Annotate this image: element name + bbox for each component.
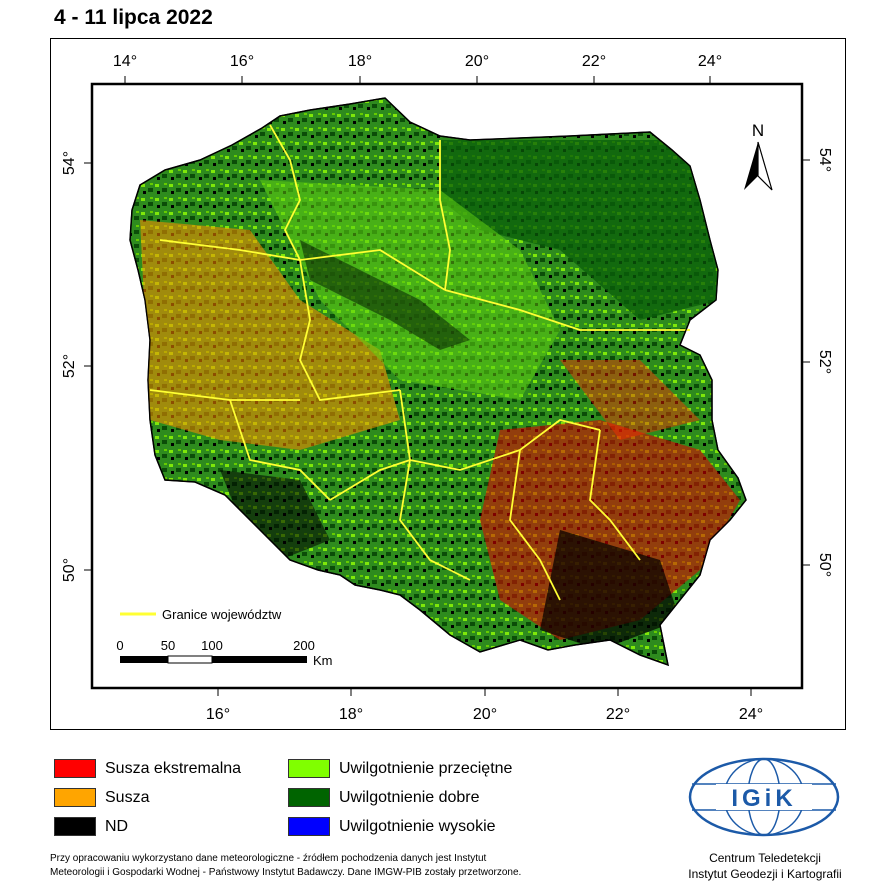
top-longitude-axis: 14° 16° 18° 20° 22° 24° bbox=[113, 53, 722, 84]
lubelskie-drought-patch bbox=[560, 360, 700, 440]
igik-logo: IGiK bbox=[688, 757, 840, 837]
left-latitude-axis: 54° 52° 50° bbox=[61, 151, 92, 582]
poland-outline bbox=[129, 97, 747, 666]
north-label: N bbox=[752, 121, 764, 140]
bottom-lon-label: 16° bbox=[206, 706, 230, 723]
legend-item-drought: Susza bbox=[54, 788, 149, 807]
legend-label: Uwilgotnienie przeciętne bbox=[339, 759, 513, 777]
bottom-lon-label: 24° bbox=[739, 706, 763, 723]
top-lon-label: 16° bbox=[230, 53, 254, 70]
top-lon-label: 24° bbox=[698, 53, 722, 70]
scale-tick: 50 bbox=[161, 638, 175, 653]
top-lon-label: 22° bbox=[582, 53, 606, 70]
bottom-lon-label: 18° bbox=[339, 706, 363, 723]
legend-swatch bbox=[288, 817, 330, 836]
top-lon-label: 20° bbox=[465, 53, 489, 70]
right-latitude-axis: 54° 52° 50° bbox=[802, 148, 833, 577]
legend-label: Uwilgotnienie wysokie bbox=[339, 817, 496, 835]
legend-item-average-moisture: Uwilgotnienie przeciętne bbox=[288, 759, 512, 778]
west-drought-region bbox=[140, 220, 400, 450]
scale-tick: 200 bbox=[293, 638, 315, 653]
bottom-lon-label: 22° bbox=[606, 706, 630, 723]
logo-text: IGiK bbox=[731, 785, 796, 812]
right-lat-label: 54° bbox=[816, 148, 833, 172]
boundary-legend-label: Granice województw bbox=[162, 607, 282, 622]
north-east-wet-region bbox=[440, 140, 720, 320]
note-line: Meteorologii i Gospodarki Wodnej - Państ… bbox=[50, 867, 522, 878]
legend-item-high-moisture: Uwilgotnienie wysokie bbox=[288, 817, 496, 836]
voivodeship-borders bbox=[149, 124, 690, 601]
legend-label: ND bbox=[105, 817, 129, 835]
scale-unit: Km bbox=[313, 653, 333, 668]
legend-item-extreme-drought: Susza ekstremalna bbox=[54, 759, 241, 778]
logo-caption: Centrum Teledetekcji Instytut Geodezji i… bbox=[650, 850, 880, 882]
central-average-region bbox=[260, 180, 560, 400]
legend-swatch bbox=[54, 817, 96, 836]
note-line: Przy opracowaniu wykorzystano dane meteo… bbox=[50, 853, 487, 864]
south-east-extreme-drought-region bbox=[480, 420, 740, 640]
sudety-nodata-region bbox=[220, 470, 330, 560]
legend-item-good-moisture: Uwilgotnienie dobre bbox=[288, 788, 480, 807]
mountain-nodata-region bbox=[540, 530, 680, 650]
legend-swatch bbox=[288, 788, 330, 807]
river-valley-dark bbox=[300, 240, 470, 350]
legend-item-no-data: ND bbox=[54, 817, 128, 836]
logo-caption-line: Centrum Teledetekcji bbox=[709, 851, 821, 865]
right-lat-label: 50° bbox=[816, 553, 833, 577]
legend-swatch bbox=[54, 788, 96, 807]
bottom-lon-label: 20° bbox=[473, 706, 497, 723]
map-title: 4 - 11 lipca 2022 bbox=[54, 6, 213, 29]
logo-caption-line: Instytut Geodezji i Kartografii bbox=[688, 867, 842, 881]
map-frame bbox=[50, 38, 846, 730]
top-lon-label: 14° bbox=[113, 53, 137, 70]
left-lat-label: 54° bbox=[61, 151, 78, 175]
boundary-legend: Granice województw bbox=[120, 607, 282, 622]
right-lat-label: 52° bbox=[816, 350, 833, 374]
scale-tick: 100 bbox=[201, 638, 223, 653]
scale-tick: 0 bbox=[116, 638, 123, 653]
top-lon-label: 18° bbox=[348, 53, 372, 70]
legend-swatch bbox=[288, 759, 330, 778]
left-lat-label: 50° bbox=[61, 558, 78, 582]
bottom-longitude-axis: 16° 18° 20° 22° 24° bbox=[206, 688, 763, 723]
data-source-note: Przy opracowaniu wykorzystano dane meteo… bbox=[50, 852, 650, 880]
north-arrow-icon: N bbox=[744, 121, 773, 191]
scale-bar: 0 50 100 200 Km bbox=[116, 638, 332, 668]
legend-label: Susza ekstremalna bbox=[105, 759, 242, 777]
legend-swatch bbox=[54, 759, 96, 778]
legend-label: Uwilgotnienie dobre bbox=[339, 788, 480, 806]
left-lat-label: 52° bbox=[61, 354, 78, 378]
legend-label: Susza bbox=[105, 788, 150, 806]
